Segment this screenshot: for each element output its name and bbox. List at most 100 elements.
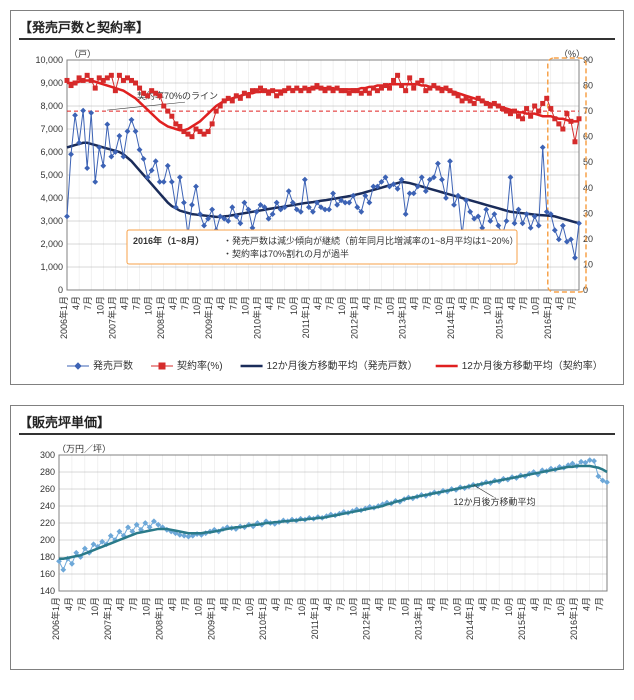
- svg-text:2008年1月: 2008年1月: [154, 597, 165, 640]
- svg-text:7月: 7月: [388, 597, 398, 611]
- svg-text:10月: 10月: [95, 296, 105, 315]
- svg-text:7月: 7月: [132, 296, 142, 310]
- svg-text:7月: 7月: [519, 296, 529, 310]
- svg-text:2010年1月: 2010年1月: [252, 296, 263, 339]
- svg-text:10月: 10月: [556, 597, 566, 616]
- svg-text:10: 10: [583, 259, 593, 269]
- svg-text:7月: 7月: [567, 296, 577, 310]
- svg-text:260: 260: [40, 484, 55, 494]
- svg-text:7月: 7月: [491, 597, 501, 611]
- svg-text:10月: 10月: [193, 597, 203, 616]
- svg-text:50: 50: [583, 157, 593, 167]
- svg-text:1,000: 1,000: [40, 262, 63, 272]
- svg-text:240: 240: [40, 501, 55, 511]
- svg-text:2007年1月: 2007年1月: [102, 597, 113, 640]
- svg-text:12か月後方移動平均（契約率）: 12か月後方移動平均（契約率）: [462, 359, 603, 372]
- svg-text:8,000: 8,000: [40, 101, 63, 111]
- svg-text:7月: 7月: [228, 296, 238, 310]
- svg-text:4月: 4月: [265, 296, 275, 310]
- svg-text:（戸）: （戸）: [69, 49, 96, 59]
- svg-text:2016年1月: 2016年1月: [568, 597, 579, 640]
- svg-text:7月: 7月: [232, 597, 242, 611]
- svg-text:10月: 10月: [192, 296, 202, 315]
- svg-text:4月: 4月: [458, 296, 468, 310]
- chart1-svg: 01,0002,0003,0004,0005,0006,0007,0008,00…: [19, 46, 619, 376]
- svg-text:2013年1月: 2013年1月: [412, 597, 423, 640]
- svg-text:2015年1月: 2015年1月: [493, 296, 504, 339]
- svg-text:2010年1月: 2010年1月: [257, 597, 268, 640]
- svg-text:・契約率は70%割れの月が過半: ・契約率は70%割れの月が過半: [223, 248, 349, 259]
- svg-text:4月: 4月: [478, 597, 488, 611]
- svg-text:2007年1月: 2007年1月: [106, 296, 117, 339]
- svg-text:7月: 7月: [180, 296, 190, 310]
- svg-text:2014年1月: 2014年1月: [464, 597, 475, 640]
- svg-text:2014年1月: 2014年1月: [445, 296, 456, 339]
- chart2-svg: 140160180200220240260280300（万円／坪）2006年1月…: [19, 441, 619, 661]
- svg-text:契約率(%): 契約率(%): [177, 359, 223, 372]
- svg-text:10月: 10月: [401, 597, 411, 616]
- svg-text:10月: 10月: [452, 597, 462, 616]
- svg-text:10月: 10月: [245, 597, 255, 616]
- svg-text:2008年1月: 2008年1月: [155, 296, 166, 339]
- svg-text:9,000: 9,000: [40, 78, 63, 88]
- chart1-title: 【発売戸数と契約率】: [19, 17, 615, 40]
- svg-text:10月: 10月: [434, 296, 444, 315]
- svg-text:4月: 4月: [506, 296, 516, 310]
- svg-text:2,000: 2,000: [40, 239, 63, 249]
- svg-text:2009年1月: 2009年1月: [203, 296, 214, 339]
- svg-text:4月: 4月: [71, 296, 81, 310]
- svg-text:4月: 4月: [555, 296, 565, 310]
- svg-text:280: 280: [40, 467, 55, 477]
- svg-text:4月: 4月: [361, 296, 371, 310]
- svg-text:10月: 10月: [531, 296, 541, 315]
- svg-text:7月: 7月: [470, 296, 480, 310]
- svg-text:2009年1月: 2009年1月: [205, 597, 216, 640]
- svg-text:4月: 4月: [64, 597, 74, 611]
- svg-text:7月: 7月: [277, 296, 287, 310]
- svg-text:2016年（1~8月）: 2016年（1~8月）: [133, 235, 204, 246]
- svg-text:200: 200: [40, 535, 55, 545]
- svg-text:10月: 10月: [240, 296, 250, 315]
- chart2-title: 【販売坪単価】: [19, 412, 615, 435]
- svg-text:7月: 7月: [373, 296, 383, 310]
- svg-text:4月: 4月: [313, 296, 323, 310]
- svg-text:7月: 7月: [284, 597, 294, 611]
- svg-text:7月: 7月: [543, 597, 553, 611]
- svg-text:20: 20: [583, 234, 593, 244]
- svg-text:10,000: 10,000: [35, 55, 63, 65]
- svg-text:7月: 7月: [83, 296, 93, 310]
- svg-text:60: 60: [583, 132, 593, 142]
- svg-text:10月: 10月: [142, 597, 152, 616]
- svg-text:発売戸数: 発売戸数: [93, 359, 133, 372]
- svg-text:4月: 4月: [410, 296, 420, 310]
- svg-text:12か月後方移動平均: 12か月後方移動平均: [454, 496, 536, 507]
- svg-text:7月: 7月: [422, 296, 432, 310]
- svg-text:4月: 4月: [116, 597, 126, 611]
- svg-text:7月: 7月: [77, 597, 87, 611]
- svg-text:2015年1月: 2015年1月: [516, 597, 527, 640]
- svg-text:4月: 4月: [168, 296, 178, 310]
- svg-text:220: 220: [40, 518, 55, 528]
- svg-text:7,000: 7,000: [40, 124, 63, 134]
- svg-text:4月: 4月: [582, 597, 592, 611]
- svg-text:10月: 10月: [289, 296, 299, 315]
- units-contract-chart: 【発売戸数と契約率】 01,0002,0003,0004,0005,0006,0…: [10, 10, 624, 385]
- svg-text:300: 300: [40, 450, 55, 460]
- svg-text:7月: 7月: [439, 597, 449, 611]
- svg-text:2012年1月: 2012年1月: [361, 597, 372, 640]
- svg-text:2006年1月: 2006年1月: [50, 597, 61, 640]
- price-chart: 【販売坪単価】 140160180200220240260280300（万円／坪…: [10, 405, 624, 670]
- svg-text:7月: 7月: [595, 597, 605, 611]
- svg-text:2013年1月: 2013年1月: [397, 296, 408, 339]
- svg-text:10月: 10月: [144, 296, 154, 315]
- svg-text:2016年1月: 2016年1月: [542, 296, 553, 339]
- svg-text:10月: 10月: [349, 597, 359, 616]
- svg-text:10月: 10月: [90, 597, 100, 616]
- svg-text:2012年1月: 2012年1月: [348, 296, 359, 339]
- svg-text:4月: 4月: [271, 597, 281, 611]
- svg-text:5,000: 5,000: [40, 170, 63, 180]
- svg-text:4月: 4月: [426, 597, 436, 611]
- svg-text:40: 40: [583, 183, 593, 193]
- svg-text:7月: 7月: [336, 597, 346, 611]
- svg-text:・発売戸数は減少傾向が継続（前年同月比増減率の1~8月平均は: ・発売戸数は減少傾向が継続（前年同月比増減率の1~8月平均は1~20%）: [223, 235, 519, 246]
